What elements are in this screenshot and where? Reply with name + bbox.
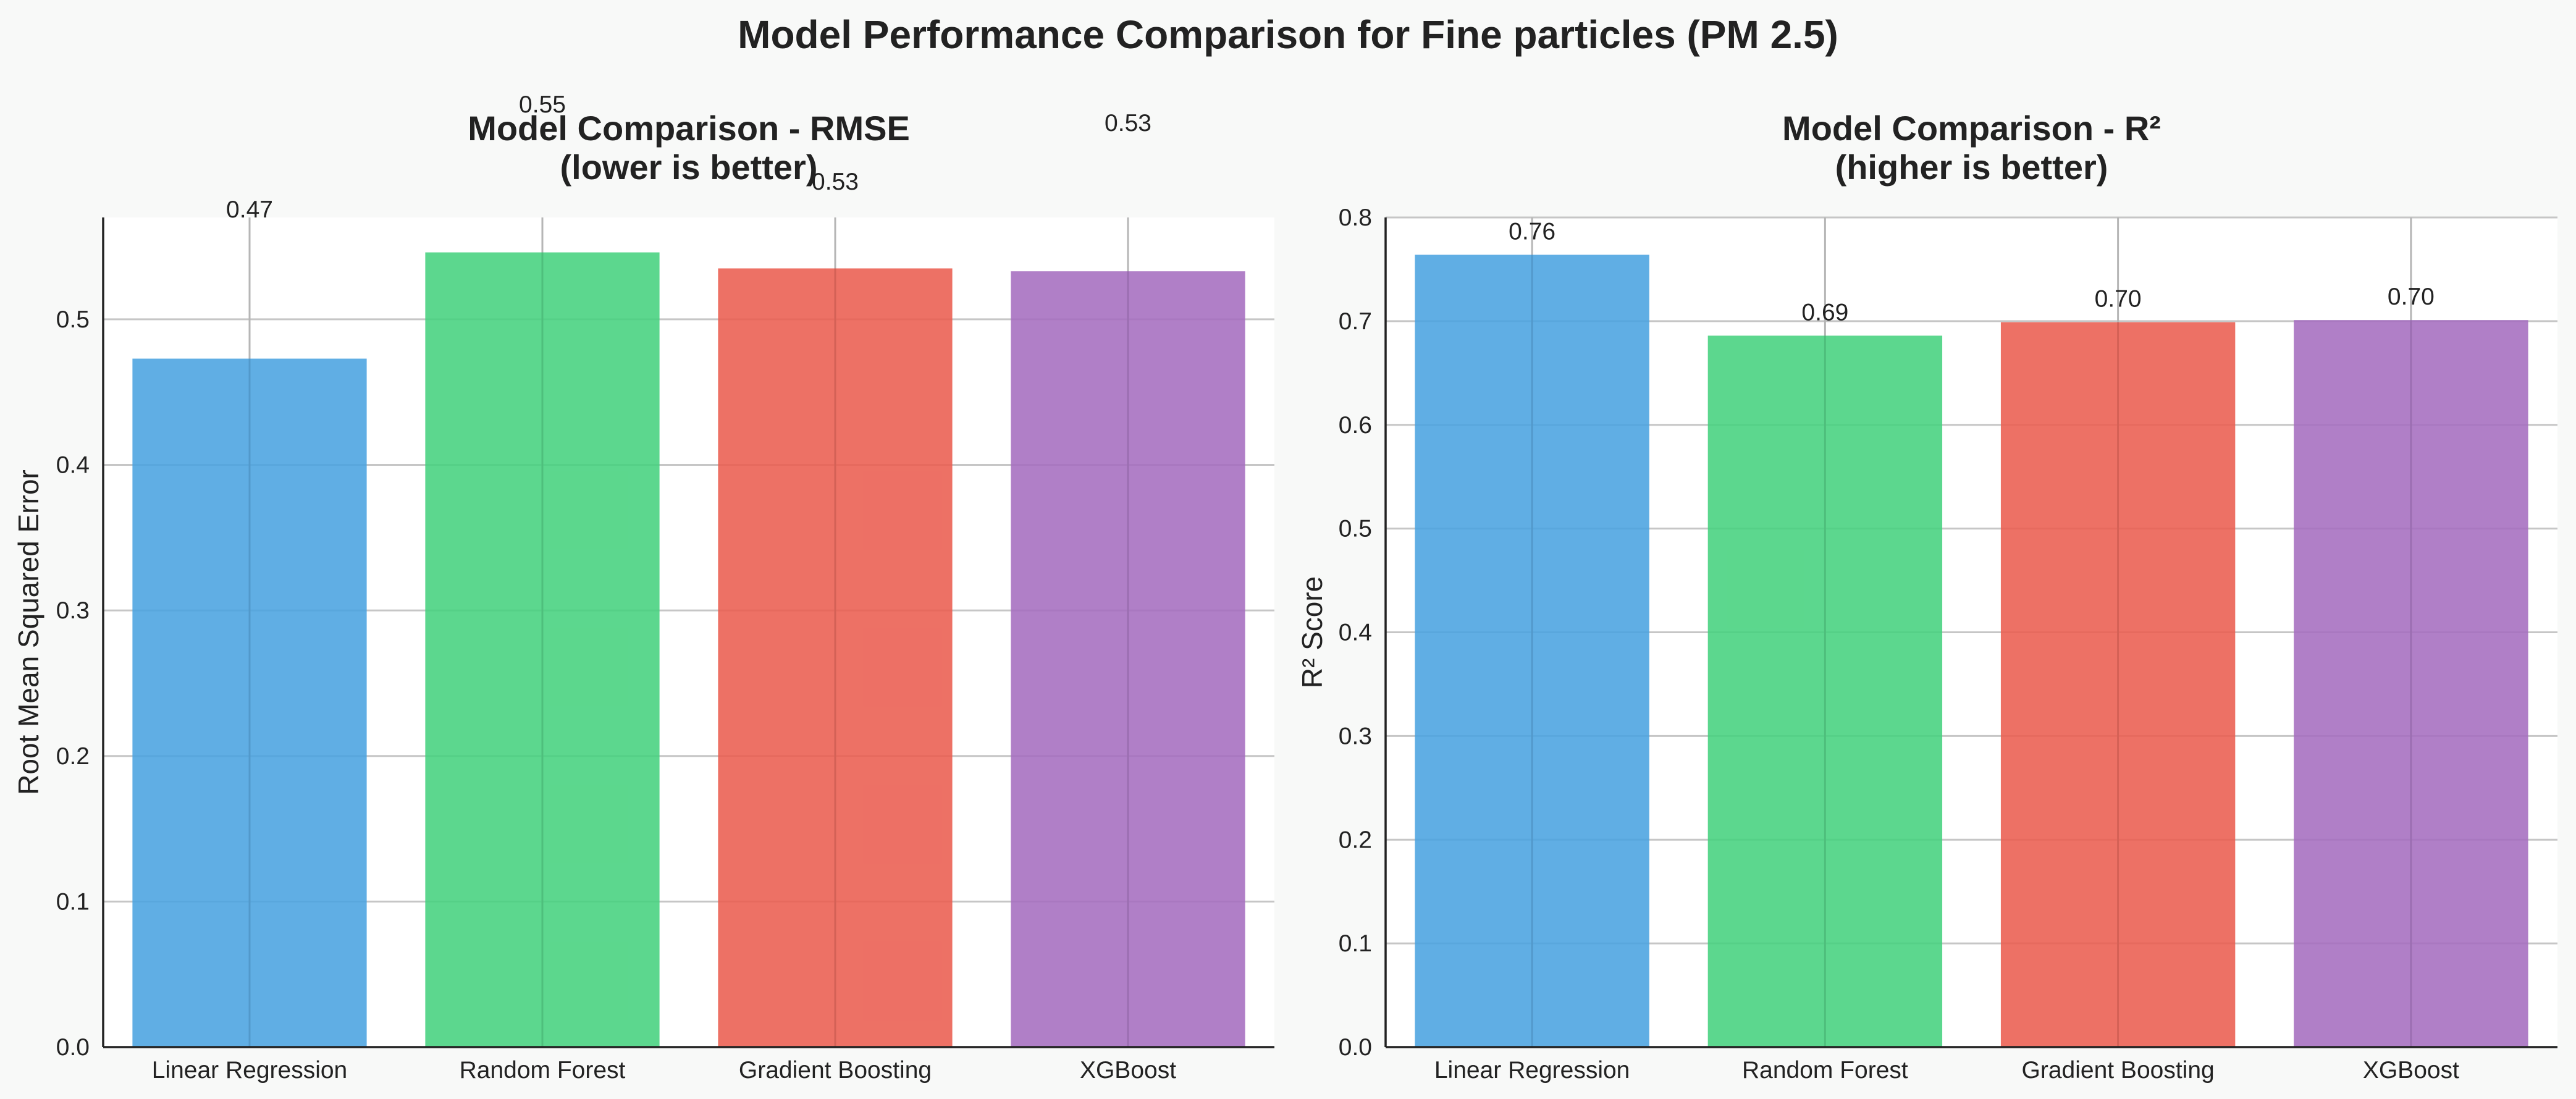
r2-bar-3 (2294, 320, 2528, 1047)
rmse-bar-0 (132, 358, 367, 1047)
r2-ytick-label: 0.0 (1339, 1034, 1372, 1061)
r2-ytick-label: 0.3 (1339, 723, 1372, 749)
r2-ytick-label: 0.7 (1339, 308, 1372, 335)
rmse-ylabel: Root Mean Squared Error (12, 469, 44, 795)
r2-value-label-2: 0.70 (2095, 286, 2142, 313)
rmse-value-label-3: 0.53 (1105, 110, 1151, 137)
rmse-xtick-label: XGBoost (1080, 1057, 1176, 1084)
rmse-ytick-label: 0.1 (56, 888, 90, 915)
r2-ylabel: R² Score (1296, 576, 1328, 688)
rmse-value-label-2: 0.53 (812, 169, 859, 195)
r2-ytick-label: 0.2 (1339, 827, 1372, 853)
rmse-xtick-label: Gradient Boosting (739, 1057, 932, 1084)
rmse-ytick-label: 0.0 (56, 1034, 90, 1061)
rmse-chart: 0.0 0.1 0.2 0.3 0.4 0.5 0.47 0.55 0.53 0.53 Linear… (12, 91, 1274, 1084)
figure-title: Model Performance Comparison for Fine pa… (738, 12, 1838, 57)
rmse-ytick-label: 0.4 (56, 452, 90, 479)
r2-bar-1 (1707, 335, 1943, 1048)
r2-value-label-0: 0.76 (1509, 218, 1555, 245)
rmse-bar-3 (1011, 271, 1245, 1047)
r2-bar-0 (1415, 255, 1649, 1047)
r2-xtick-label: Random Forest (1742, 1057, 1908, 1084)
rmse-xtick-label: Linear Regression (152, 1057, 348, 1084)
rmse-value-label-0: 0.47 (226, 196, 273, 223)
rmse-ytick-label: 0.5 (56, 306, 90, 333)
r2-ytick-label: 0.6 (1339, 412, 1372, 439)
r2-ytick-label: 0.5 (1339, 516, 1372, 542)
rmse-title: Model Comparison - RMSE (468, 109, 910, 148)
r2-subtitle: (higher is better) (1835, 148, 2108, 187)
r2-ytick-label: 0.4 (1339, 620, 1372, 646)
r2-bar-2 (2000, 322, 2236, 1048)
rmse-ytick-label: 0.3 (56, 597, 90, 624)
r2-title: Model Comparison - R² (1782, 109, 2161, 148)
r2-ytick-label: 0.1 (1339, 930, 1372, 957)
rmse-bar-2 (718, 268, 953, 1048)
rmse-ytick-label: 0.2 (56, 743, 90, 770)
r2-chart: 0.0 0.1 0.2 0.3 0.4 0.5 0.6 0.7 0.8 0.76 0.69 0.70 0… (1296, 109, 2557, 1084)
r2-xtick-label: Gradient Boosting (2022, 1057, 2215, 1084)
rmse-xtick-label: Random Forest (460, 1057, 626, 1084)
r2-value-label-3: 0.70 (2388, 284, 2435, 310)
rmse-value-label-1: 0.55 (519, 91, 566, 118)
rmse-bar-1 (425, 252, 660, 1047)
r2-ytick-label: 0.8 (1339, 204, 1372, 231)
rmse-subtitle: (lower is better) (560, 148, 818, 187)
r2-xtick-label: Linear Regression (1434, 1057, 1630, 1084)
r2-xtick-label: XGBoost (2363, 1057, 2459, 1084)
r2-value-label-1: 0.69 (1801, 299, 1848, 326)
